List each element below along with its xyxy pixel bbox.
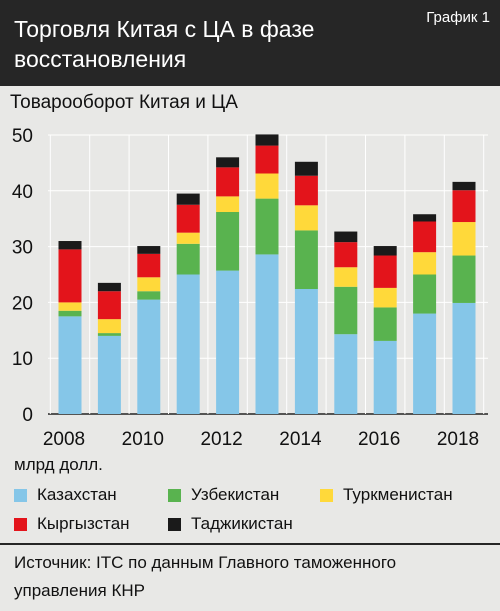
legend-swatch-kyrgyzstan	[14, 517, 27, 531]
source-note: Источник: ITC по данным Главного таможен…	[14, 553, 397, 600]
legend-label-kyrgyzstan: Кыргызстан	[37, 514, 130, 533]
bar-segment-2011-3	[176, 243, 200, 275]
bar-segment-2017-9	[413, 221, 437, 253]
bar-segment-2012-4	[216, 157, 240, 168]
y-axis-unit-label: млрд долл.	[14, 455, 103, 474]
bar-segment-2011-3	[176, 274, 200, 414]
bar-segment-2017-9	[413, 214, 437, 222]
legend-label-kazakhstan: Казахстан	[37, 485, 117, 504]
legend-item-kyrgyzstan: Кыргызстан	[14, 514, 130, 534]
bar-segment-2008-0	[58, 316, 82, 414]
bar-segment-2012-4	[216, 196, 240, 213]
bar-segment-2011-3	[176, 193, 200, 205]
bar-segment-2018-10	[452, 255, 476, 303]
legend-label-turkmenistan: Туркменистан	[343, 485, 453, 504]
y-tick-label: 40	[12, 182, 33, 203]
y-tick-label: 30	[12, 238, 33, 259]
bar-segment-2015-7	[334, 286, 358, 335]
x-tick-label: 2012	[200, 429, 242, 450]
chart-number-label: График 1	[426, 9, 490, 26]
bar-segment-2014-6	[294, 289, 318, 414]
bar-segment-2011-3	[176, 204, 200, 233]
bar-segment-2008-0	[58, 302, 82, 311]
bar-segment-2009-1	[97, 335, 121, 414]
bar-segment-2016-8	[373, 340, 397, 414]
legend-item-uzbekistan: Узбекистан	[168, 485, 279, 505]
bar-segment-2010-2	[137, 291, 161, 300]
bar-segment-2013-5	[255, 198, 279, 255]
x-tick-label: 2016	[358, 429, 400, 450]
bar-segment-2009-1	[97, 319, 121, 334]
bar-segment-2013-5	[255, 145, 279, 174]
legend-swatch-uzbekistan	[168, 488, 181, 502]
legend-swatch-kazakhstan	[14, 488, 27, 502]
bar-segment-2015-7	[334, 231, 358, 243]
bar-segment-2010-2	[137, 246, 161, 254]
bar-segment-2018-10	[452, 190, 476, 223]
chart-legend: Казахстан Узбекистан Туркменистан Кыргыз…	[0, 485, 500, 545]
bar-segment-2010-2	[137, 299, 161, 414]
footer-divider	[0, 543, 500, 545]
chart-header: Торговля Китая с ЦА в фазе восстановлени…	[0, 0, 500, 86]
bar-segment-2018-10	[452, 181, 476, 191]
bar-segment-2014-6	[294, 205, 318, 231]
legend-label-uzbekistan: Узбекистан	[191, 485, 280, 504]
bar-segment-2008-0	[58, 249, 82, 303]
bar-segment-2011-3	[176, 232, 200, 244]
legend-label-tajikistan: Таджикистан	[191, 514, 293, 533]
bar-segment-2013-5	[255, 173, 279, 199]
y-tick-label: 10	[12, 349, 33, 370]
bar-segment-2013-5	[255, 134, 279, 146]
y-tick-label: 20	[12, 293, 33, 314]
bar-segment-2012-4	[216, 270, 240, 414]
bar-segment-2014-6	[294, 161, 318, 176]
bar-segment-2016-8	[373, 287, 397, 308]
bar-segment-2016-8	[373, 246, 397, 256]
bar-segment-2015-7	[334, 242, 358, 268]
legend-swatch-turkmenistan	[320, 488, 333, 502]
y-tick-label: 0	[22, 405, 33, 426]
bar-segment-2017-9	[413, 313, 437, 414]
bar-segment-2018-10	[452, 222, 476, 256]
bar-segment-2017-9	[413, 274, 437, 314]
bar-segment-2014-6	[294, 175, 318, 206]
legend-item-turkmenistan: Туркменистан	[320, 485, 453, 505]
bar-segment-2014-6	[294, 230, 318, 290]
chart-title: Торговля Китая с ЦА в фазе восстановлени…	[14, 16, 315, 72]
bar-segment-2015-7	[334, 334, 358, 414]
bar-segment-2009-1	[97, 291, 121, 320]
bar-segment-2016-8	[373, 307, 397, 341]
x-tick-label: 2014	[279, 429, 322, 450]
bar-segment-2017-9	[413, 252, 437, 275]
x-tick-label: 2008	[43, 429, 85, 450]
legend-swatch-tajikistan	[168, 517, 181, 531]
bar-segment-2008-0	[58, 310, 82, 317]
bar-segment-2012-4	[216, 167, 240, 197]
y-tick-label: 50	[12, 126, 33, 147]
x-tick-label: 2018	[437, 429, 479, 450]
bar-segment-2015-7	[334, 267, 358, 287]
bar-segment-2018-10	[452, 302, 476, 414]
bar-segment-2012-4	[216, 212, 240, 271]
legend-item-tajikistan: Таджикистан	[168, 514, 293, 534]
bar-segment-2010-2	[137, 253, 161, 278]
bar-segment-2010-2	[137, 277, 161, 292]
chart-subtitle: Товарооборот Китая и ЦА	[10, 92, 238, 113]
bar-segment-2013-5	[255, 254, 279, 414]
legend-item-kazakhstan: Казахстан	[14, 485, 117, 505]
x-tick-label: 2010	[122, 429, 164, 450]
bar-segment-2008-0	[58, 241, 82, 250]
bar-segment-2009-1	[97, 333, 121, 336]
bar-segment-2016-8	[373, 255, 397, 288]
bar-segment-2009-1	[97, 282, 121, 292]
